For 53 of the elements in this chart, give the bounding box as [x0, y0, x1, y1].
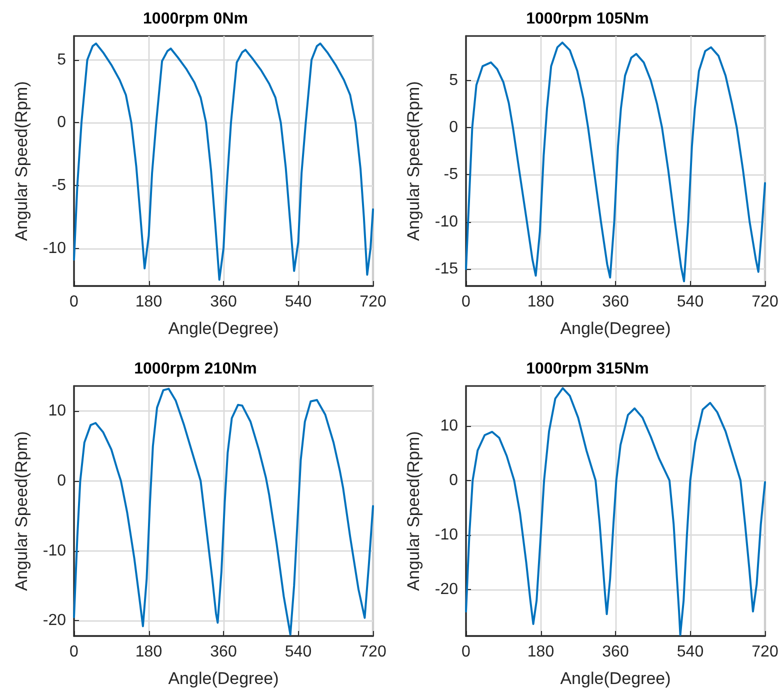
x-tick-label: 540: [284, 644, 312, 660]
y-axis-title: Angular Speed(Rpm): [404, 431, 423, 591]
x-tick-label: 720: [752, 644, 778, 660]
x-axis-title: Angle(Degree): [560, 319, 671, 338]
y-tick-label: -10: [434, 213, 458, 230]
line-series: [465, 387, 766, 636]
y-tick-label: -20: [434, 581, 458, 598]
x-tick-label: 360: [602, 294, 629, 310]
y-axis-title: Angular Speed(Rpm): [404, 81, 423, 241]
y-tick-label: 0: [449, 472, 458, 489]
y-tick-label: -10: [434, 526, 458, 544]
y-axis-title: Angular Speed(Rpm): [12, 81, 31, 241]
line-series: [73, 42, 374, 281]
x-axis-title: Angle(Degree): [168, 669, 279, 688]
y-tick-label: -10: [42, 240, 66, 257]
x-tick-label: 540: [284, 294, 312, 310]
y-tick-label: 5: [449, 72, 458, 89]
chart-title: 1000rpm 210Nm: [134, 360, 257, 378]
x-axis-title: Angle(Degree): [560, 669, 671, 688]
line-series: [465, 42, 766, 282]
y-tick-label: -10: [42, 542, 66, 560]
chart-title: 1000rpm 0Nm: [143, 10, 248, 28]
x-tick-label: 180: [135, 294, 162, 310]
y-tick-label: -20: [42, 612, 66, 630]
x-tick-label: 0: [462, 294, 471, 310]
x-tick-label: 180: [135, 644, 162, 660]
chart-title: 1000rpm 315Nm: [526, 360, 649, 378]
line-series: [73, 388, 374, 636]
y-tick-label: -15: [434, 260, 458, 278]
y-axis-title: Angular Speed(Rpm): [12, 431, 31, 591]
y-tick-label: 5: [57, 51, 66, 68]
y-tick-label: 0: [57, 114, 66, 132]
x-tick-label: 720: [360, 644, 386, 660]
x-tick-label: 540: [676, 294, 704, 310]
y-tick-label: -5: [52, 176, 66, 194]
y-tick-label: 10: [440, 417, 458, 434]
x-tick-label: 180: [527, 294, 554, 310]
x-axis-title: Angle(Degree): [168, 319, 279, 338]
x-tick-label: 0: [70, 294, 79, 310]
y-tick-label: 0: [449, 119, 458, 136]
x-tick-label: 360: [210, 644, 237, 660]
y-tick-label: -5: [444, 166, 458, 184]
x-tick-label: 720: [752, 294, 778, 310]
y-tick-label: 10: [48, 402, 66, 420]
x-tick-label: 0: [70, 644, 79, 660]
x-tick-label: 360: [210, 294, 237, 310]
y-tick-label: 0: [57, 472, 66, 490]
x-tick-label: 720: [360, 294, 386, 310]
x-tick-label: 540: [676, 644, 704, 660]
x-tick-label: 180: [527, 644, 554, 660]
x-tick-label: 360: [602, 644, 629, 660]
x-tick-label: 0: [462, 644, 471, 660]
chart-title: 1000rpm 105Nm: [526, 10, 649, 28]
